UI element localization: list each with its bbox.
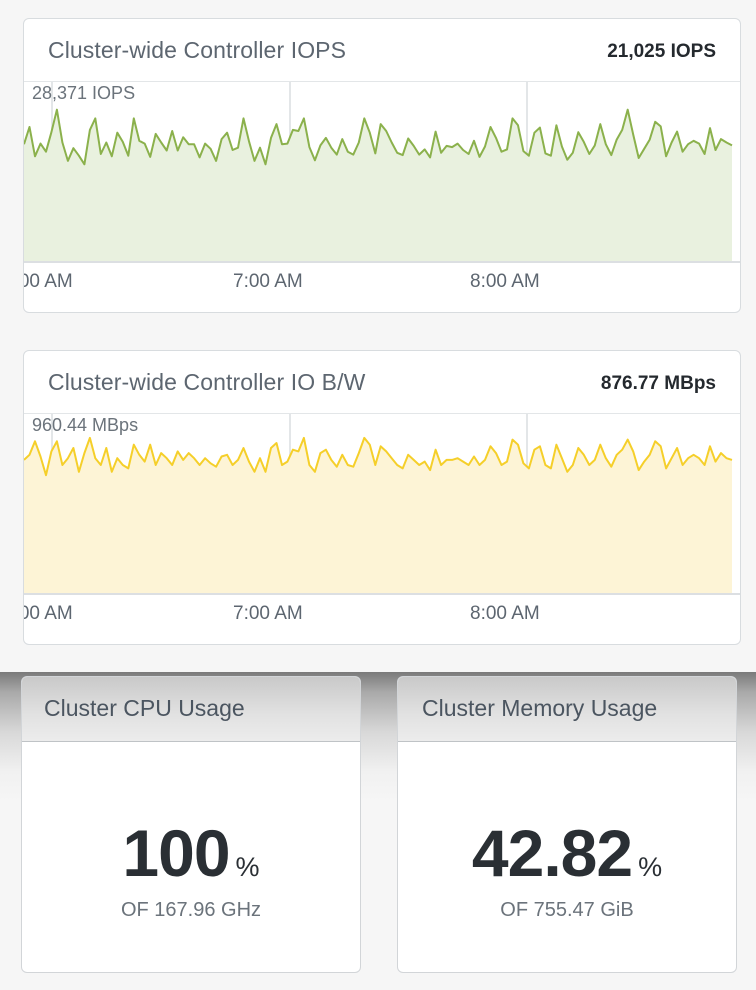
iops-card-header: Cluster-wide Controller IOPS 21,025 IOPS — [24, 19, 740, 82]
iops-peak-label: 28,371 IOPS — [32, 83, 136, 103]
memory-capacity-text: OF 755.47 GiB — [500, 899, 634, 921]
cpu-card-header: Cluster CPU Usage — [22, 677, 360, 742]
memory-card-title: Cluster Memory Usage — [422, 695, 658, 721]
bw-series-line — [24, 436, 733, 477]
iops-current-value: 21,025 IOPS — [607, 41, 716, 62]
memory-usage-value: 42.82% — [398, 815, 736, 891]
iops-area — [24, 109, 732, 262]
memory-card-header: Cluster Memory Usage — [398, 677, 736, 742]
cpu-usage-unit: % — [235, 852, 260, 882]
iops-x-tick: 8:00 AM — [470, 271, 540, 292]
cpu-capacity-text: OF 167.96 GHz — [120, 899, 262, 921]
iops-chart-svg — [24, 81, 740, 263]
cpu-usage-number: 100 — [122, 816, 230, 890]
bw-card-header: Cluster-wide Controller IO B/W 876.77 MB… — [24, 351, 740, 414]
iops-x-tick: 7:00 AM — [233, 271, 303, 292]
iops-x-tick: 6:00 AM — [24, 271, 73, 292]
iops-chart[interactable]: 28,371 IOPS — [24, 81, 740, 281]
bw-x-tick: 6:00 AM — [24, 603, 73, 624]
iops-series-line — [24, 108, 733, 166]
memory-usage-card[interactable]: Cluster Memory Usage 42.82% OF 755.47 Gi… — [397, 676, 737, 973]
bw-area — [24, 437, 732, 594]
bw-chart-svg — [24, 413, 740, 595]
bw-peak-label: 960.44 MBps — [32, 415, 139, 435]
bw-x-tick: 7:00 AM — [233, 603, 303, 624]
bw-chart[interactable]: 960.44 MBps — [24, 413, 740, 613]
iops-card: Cluster-wide Controller IOPS 21,025 IOPS… — [23, 18, 741, 313]
bw-x-tick: 8:00 AM — [470, 603, 540, 624]
cpu-card-title: Cluster CPU Usage — [44, 695, 245, 721]
bw-card: Cluster-wide Controller IO B/W 876.77 MB… — [23, 350, 741, 645]
bw-card-title: Cluster-wide Controller IO B/W — [48, 369, 366, 395]
bw-current-value: 876.77 MBps — [600, 373, 716, 394]
memory-usage-unit: % — [638, 852, 663, 882]
iops-card-title: Cluster-wide Controller IOPS — [48, 37, 347, 63]
cpu-usage-card[interactable]: Cluster CPU Usage 100% OF 167.96 GHz — [21, 676, 361, 973]
cpu-usage-value: 100% — [22, 815, 360, 891]
memory-usage-number: 42.82 — [471, 816, 633, 890]
